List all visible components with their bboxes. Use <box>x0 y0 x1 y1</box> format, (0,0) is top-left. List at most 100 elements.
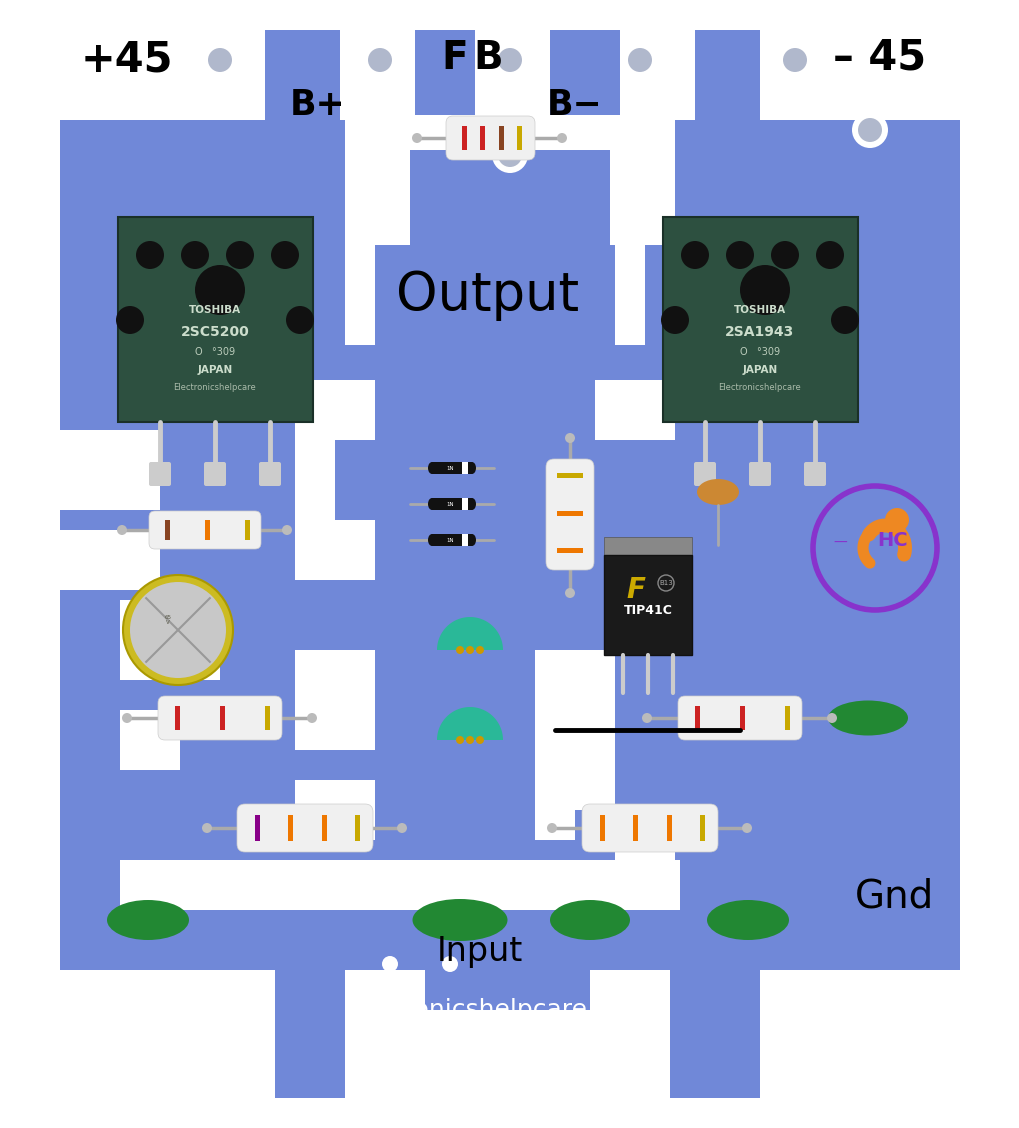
Circle shape <box>285 306 314 334</box>
Circle shape <box>466 735 474 744</box>
Bar <box>498 126 503 150</box>
Circle shape <box>396 823 407 832</box>
Circle shape <box>476 735 484 744</box>
Bar <box>620 30 694 120</box>
Bar <box>666 816 671 841</box>
Bar <box>614 810 675 890</box>
Bar <box>120 600 220 680</box>
Circle shape <box>441 957 458 972</box>
Text: 1N: 1N <box>445 466 453 470</box>
Text: Input: Input <box>436 935 523 969</box>
Bar <box>120 860 680 910</box>
Text: HC: HC <box>876 530 908 549</box>
Circle shape <box>281 525 291 535</box>
Ellipse shape <box>706 900 789 940</box>
Circle shape <box>208 49 231 72</box>
Circle shape <box>622 42 657 78</box>
Bar <box>245 520 250 540</box>
Circle shape <box>136 241 164 268</box>
Circle shape <box>382 957 397 972</box>
Circle shape <box>491 136 528 173</box>
Circle shape <box>884 508 908 532</box>
Circle shape <box>726 241 753 268</box>
Ellipse shape <box>107 900 189 940</box>
FancyBboxPatch shape <box>259 462 280 486</box>
FancyBboxPatch shape <box>204 462 226 486</box>
Text: TOSHIBA: TOSHIBA <box>189 305 240 315</box>
Bar <box>594 380 675 440</box>
Circle shape <box>857 118 881 142</box>
Bar <box>556 511 583 515</box>
Ellipse shape <box>412 899 507 941</box>
Bar <box>120 710 179 770</box>
Circle shape <box>129 582 226 678</box>
FancyBboxPatch shape <box>748 462 770 486</box>
Circle shape <box>491 42 528 78</box>
FancyBboxPatch shape <box>582 804 717 852</box>
Ellipse shape <box>428 534 435 546</box>
Circle shape <box>455 646 464 654</box>
Bar <box>517 126 522 150</box>
Circle shape <box>565 433 575 443</box>
Ellipse shape <box>827 700 907 735</box>
Circle shape <box>122 713 131 723</box>
Bar <box>118 217 313 422</box>
Circle shape <box>556 133 567 143</box>
Bar <box>265 706 270 730</box>
Text: JAPAN: JAPAN <box>742 365 776 374</box>
Circle shape <box>497 49 522 72</box>
Bar <box>60 530 160 590</box>
FancyBboxPatch shape <box>149 511 261 549</box>
Ellipse shape <box>468 534 476 546</box>
Bar <box>321 816 326 841</box>
Polygon shape <box>436 707 502 740</box>
FancyBboxPatch shape <box>803 462 825 486</box>
Circle shape <box>226 241 254 268</box>
Text: B13: B13 <box>658 580 673 587</box>
Bar <box>462 497 468 510</box>
Bar <box>694 706 699 730</box>
Bar <box>432 534 472 546</box>
Bar <box>432 497 472 510</box>
Bar <box>462 126 467 150</box>
Bar <box>662 217 857 422</box>
Ellipse shape <box>468 462 476 474</box>
Circle shape <box>466 646 474 654</box>
Circle shape <box>851 112 888 148</box>
Bar <box>165 520 170 540</box>
Bar <box>220 706 225 730</box>
Bar <box>344 970 425 1040</box>
Text: TIP41C: TIP41C <box>623 603 672 617</box>
Bar <box>785 706 790 730</box>
Circle shape <box>455 735 464 744</box>
Text: 2SA1943: 2SA1943 <box>725 325 794 340</box>
Circle shape <box>660 306 688 334</box>
Bar <box>462 462 468 474</box>
Text: Electronicshelpcare: Electronicshelpcare <box>173 384 256 393</box>
Circle shape <box>362 42 397 78</box>
Bar <box>759 970 959 1100</box>
Circle shape <box>741 823 751 832</box>
Circle shape <box>117 525 127 535</box>
Bar <box>294 520 375 580</box>
Polygon shape <box>436 617 502 650</box>
Bar <box>462 534 468 546</box>
Text: F: F <box>626 576 645 603</box>
Circle shape <box>641 713 651 723</box>
Bar <box>339 30 415 120</box>
Text: O   °309: O °309 <box>739 347 780 356</box>
FancyBboxPatch shape <box>236 804 373 852</box>
Circle shape <box>546 823 556 832</box>
Text: O   °309: O °309 <box>195 347 234 356</box>
Bar <box>294 650 375 750</box>
Circle shape <box>830 306 858 334</box>
Circle shape <box>770 241 798 268</box>
Bar <box>739 706 744 730</box>
FancyBboxPatch shape <box>545 459 593 570</box>
Bar <box>60 30 265 120</box>
FancyBboxPatch shape <box>678 696 801 740</box>
Text: – 45: – 45 <box>833 37 925 79</box>
Circle shape <box>565 588 575 598</box>
Text: +45: +45 <box>81 39 173 81</box>
Bar <box>288 816 293 841</box>
